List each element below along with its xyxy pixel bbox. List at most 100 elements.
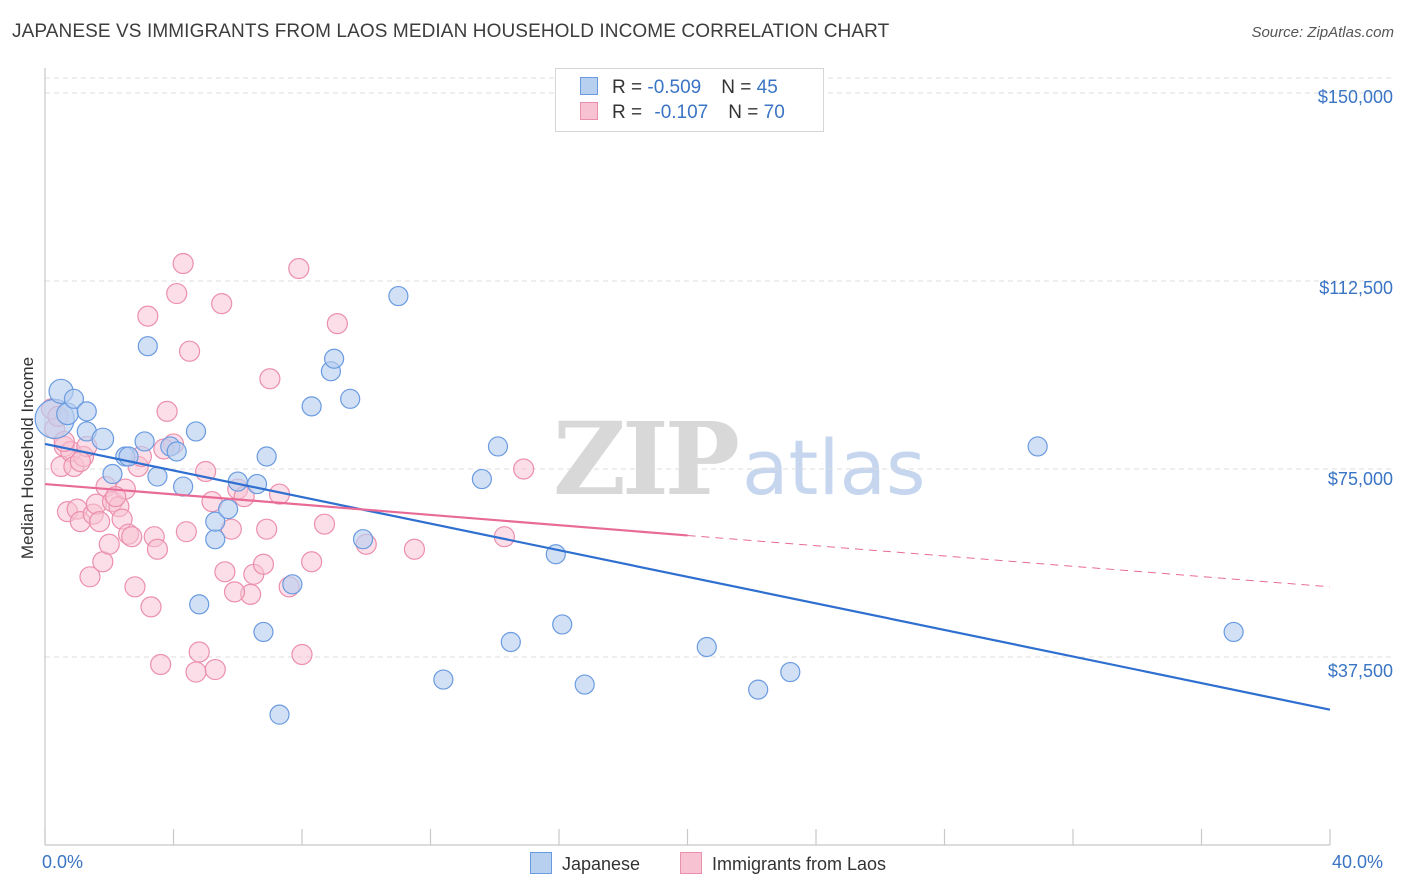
legend-r-label: R = (612, 102, 648, 123)
japanese-point (134, 431, 155, 452)
japanese-point (324, 348, 345, 369)
laos-point (140, 596, 162, 618)
laos-point (211, 292, 233, 315)
laos-point (185, 661, 207, 683)
legend-n-label: N = (728, 102, 764, 123)
japanese-point (76, 401, 97, 422)
laos-point (150, 653, 172, 676)
y-tick-label-37500: $37,500 (1327, 661, 1393, 681)
japanese-point (780, 661, 801, 683)
legend-item-laos[interactable]: Immigrants from Laos (680, 852, 886, 875)
japanese-point (1027, 436, 1048, 457)
laos-point (313, 513, 336, 535)
japanese-point (205, 529, 226, 550)
laos-point (178, 340, 201, 362)
japanese-point (166, 441, 187, 462)
japanese-point (433, 669, 454, 690)
legend-row-japanese: R = -0.509 N = 45 (580, 77, 778, 101)
laos-point (79, 566, 101, 588)
y-axis-label: Median Household Income (18, 356, 37, 560)
laos-point (166, 282, 188, 305)
japanese-point (63, 388, 85, 409)
laos-point (214, 561, 236, 583)
x-tick-label-max: 40.0% (1332, 852, 1384, 872)
laos-point (259, 368, 281, 390)
laos-trend-line (44, 482, 688, 537)
legend-swatch-laos (680, 852, 702, 874)
japanese-point (748, 679, 769, 700)
laos-point (105, 485, 127, 508)
japanese-point (256, 446, 277, 467)
japanese-point (500, 631, 521, 653)
laos-point (137, 305, 159, 327)
y-tick-label-150000: $150,000 (1317, 87, 1393, 107)
japanese-point (282, 574, 303, 595)
laos-point (98, 533, 120, 555)
japanese-point (388, 285, 409, 307)
japanese-point (91, 427, 115, 451)
legend-n-value-japanese: 45 (756, 77, 778, 98)
japanese-point (185, 421, 207, 442)
laos-point (223, 581, 246, 603)
laos-trend-line-extrapolated (687, 534, 1331, 588)
legend-label-laos: Immigrants from Laos (712, 854, 887, 874)
legend-swatch-japanese (580, 77, 598, 95)
y-tick-label-112500: $112,500 (1319, 278, 1393, 298)
japanese-point (218, 499, 239, 520)
legend-row-laos: R = -0.107 N = 70 (580, 102, 785, 126)
laos-point (121, 526, 143, 548)
japanese-point (102, 463, 123, 485)
correlation-legend: R = -0.509 N = 45 R = -0.107 N = 70 (555, 68, 824, 132)
laos-point (291, 643, 313, 666)
legend-r-value-laos: -0.107 (654, 102, 709, 123)
laos-point (252, 553, 275, 575)
japanese-point (253, 621, 274, 643)
laos-point (288, 257, 310, 280)
japanese-point (301, 396, 322, 417)
laos-point (124, 576, 146, 598)
japanese-point (574, 674, 595, 695)
watermark: ZIPatlas (553, 400, 926, 518)
laos-point (69, 450, 91, 473)
laos-point (188, 641, 210, 663)
legend-r-value-japanese: -0.509 (647, 77, 702, 98)
japanese-point (1223, 621, 1244, 643)
laos-point (89, 511, 111, 533)
japanese-point (189, 594, 210, 615)
japanese-point (205, 511, 226, 532)
watermark-zip: ZIP (553, 400, 740, 518)
laos-point (403, 538, 426, 560)
legend-swatch-laos (580, 102, 598, 120)
legend-n-label: N = (721, 77, 757, 98)
japanese-point (137, 336, 158, 357)
laos-point (513, 458, 535, 480)
japanese-point (487, 436, 509, 457)
legend-item-japanese[interactable]: Japanese (530, 852, 640, 875)
laos-point (172, 252, 194, 275)
laos-point (204, 658, 226, 681)
japanese-point (147, 466, 168, 487)
chart-title: JAPANESE VS IMMIGRANTS FROM LAOS MEDIAN … (12, 21, 890, 42)
laos-point (146, 538, 169, 560)
legend-label-japanese: Japanese (562, 854, 641, 874)
japanese-point (696, 636, 717, 658)
watermark-atlas: atlas (741, 423, 926, 512)
japanese-point (552, 614, 573, 635)
laos-point (156, 400, 178, 422)
x-tick-label-min: 0.0% (42, 852, 84, 872)
legend-n-value-laos: 70 (763, 102, 785, 123)
japanese-point (471, 468, 492, 490)
japanese-trend-line (44, 442, 1331, 711)
legend-r-label: R = (612, 77, 648, 98)
y-tick-label-75000: $75,000 (1327, 469, 1393, 489)
legend-swatch-japanese (530, 852, 552, 874)
japanese-point (269, 704, 290, 725)
laos-point (256, 518, 278, 540)
japanese-point (246, 473, 268, 495)
japanese-point (352, 529, 374, 550)
laos-point (301, 551, 323, 573)
source-label: Source: ZipAtlas.com (1251, 24, 1394, 41)
japanese-point (340, 388, 361, 409)
japanese-point (173, 476, 194, 497)
